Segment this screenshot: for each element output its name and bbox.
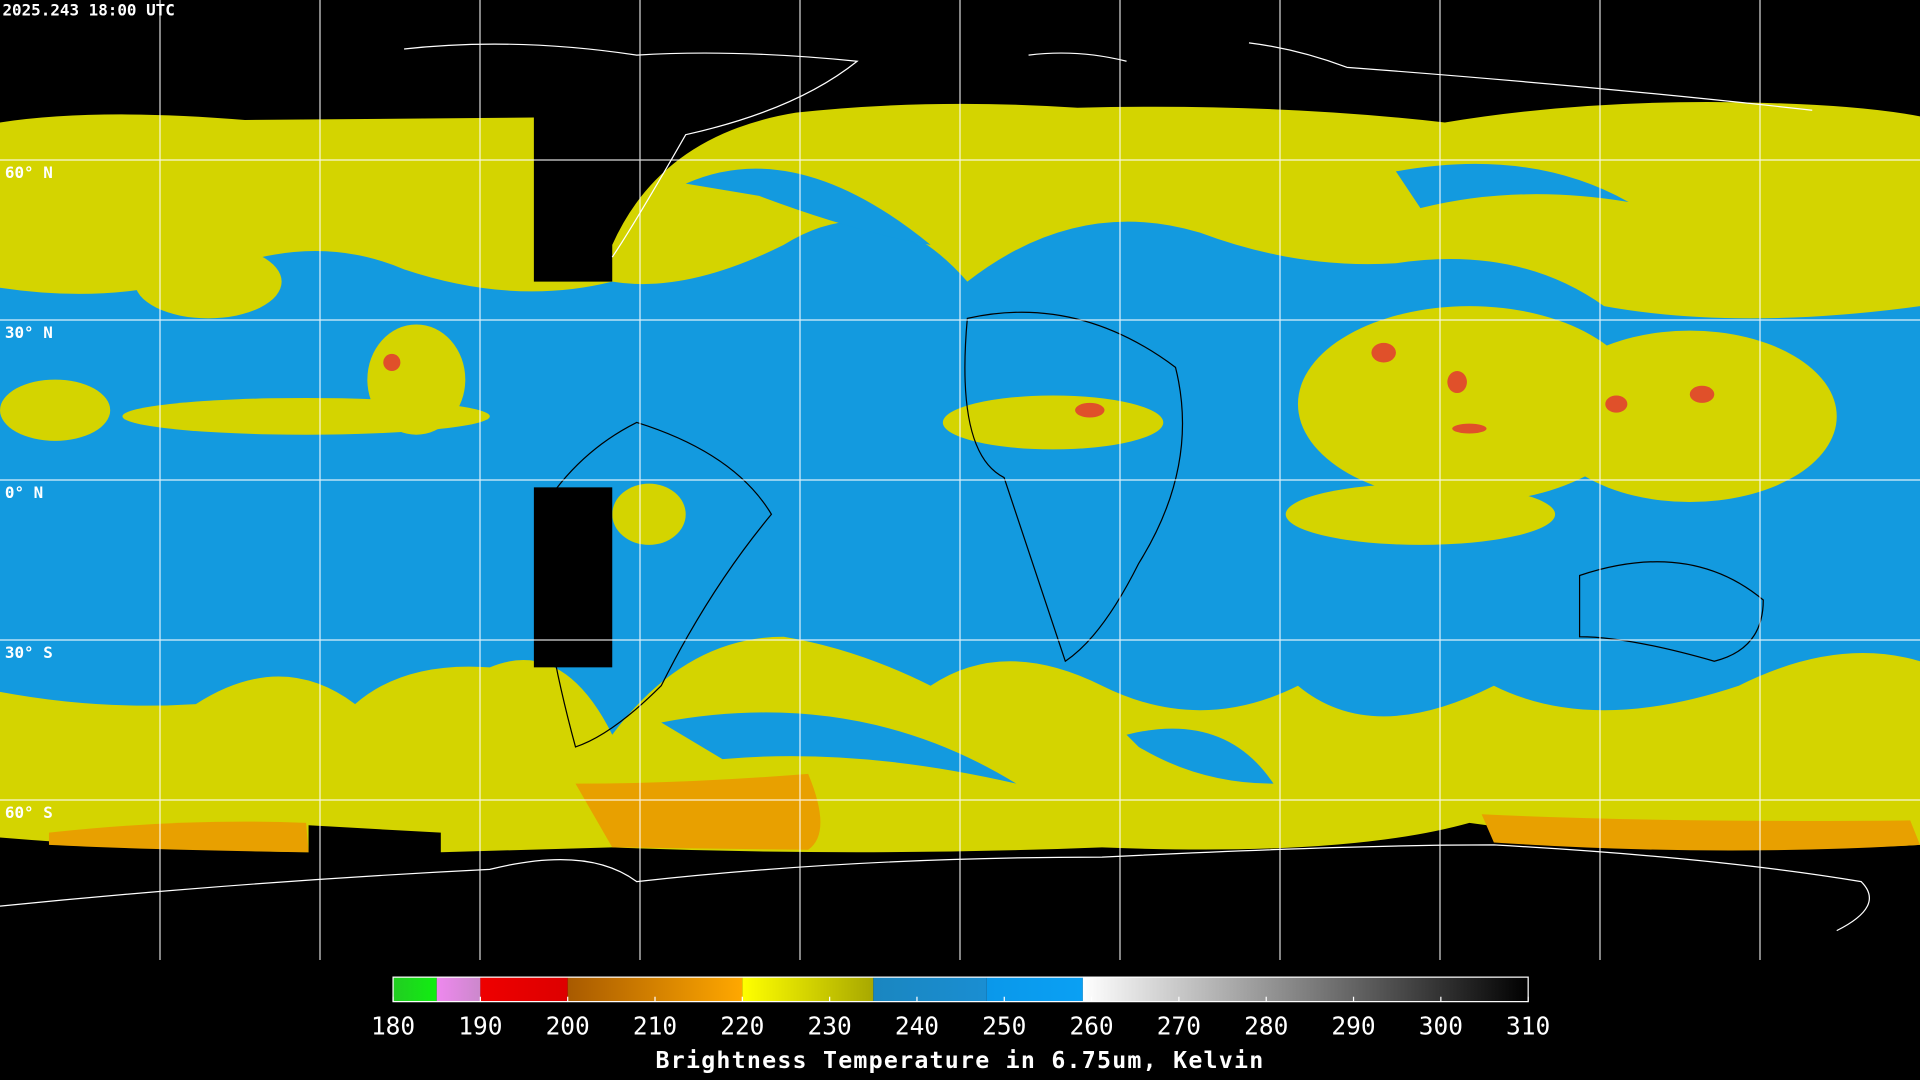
colorbar-segment	[873, 977, 987, 1002]
satellite-map	[0, 0, 1920, 960]
colorbar-tick-label: 290	[1331, 1011, 1375, 1040]
dry-streak	[1395, 163, 1629, 209]
colorbar-segment	[393, 977, 437, 1002]
colorbar-frame	[392, 976, 1529, 1003]
latitude-labels: 60° N 30° N 0° N 30° S 60° S	[5, 163, 53, 822]
colorbar-tick-label: 200	[546, 1011, 590, 1040]
cold-cloud-tops	[383, 342, 1715, 434]
colorbar-label: Brightness Temperature in 6.75um, Kelvin	[656, 1047, 1265, 1074]
latitude-label: 60° N	[5, 163, 53, 182]
latitude-label: 30° N	[5, 323, 53, 342]
colorbar: 180 190 200 210 220 230 240 250 260 270 280 290 300 3…	[371, 976, 1550, 1040]
colorbar-tick-label: 210	[633, 1011, 677, 1040]
colorbar-tick-label: 300	[1419, 1011, 1463, 1040]
dry-streak	[661, 712, 1017, 784]
colorbar-tick-label: 260	[1069, 1011, 1113, 1040]
latitude-label: 30° S	[5, 643, 53, 662]
coastlines	[0, 42, 1870, 932]
colorbar-tick-label: 230	[808, 1011, 852, 1040]
colorbar-tick-label: 310	[1506, 1011, 1550, 1040]
colorbar-segment	[986, 977, 1083, 1002]
dry-streak	[685, 168, 931, 245]
dry-streak	[1126, 728, 1274, 784]
colorbar-segment	[742, 977, 874, 1002]
colorbar-tick-label: 180	[371, 1011, 415, 1040]
latitude-label: 0° N	[5, 483, 43, 502]
colorbar-tick-label: 240	[895, 1011, 939, 1040]
colorbar-segment	[436, 977, 481, 1002]
colorbar-segment	[480, 977, 568, 1002]
colorbar-tick-label: 280	[1244, 1011, 1288, 1040]
colorbar-tick-label: 270	[1157, 1011, 1201, 1040]
colorbar-segment	[1082, 977, 1529, 1002]
timestamp: 2025.243 18:00 UTC	[2, 1, 174, 20]
colorbar-tick-label: 250	[982, 1011, 1026, 1040]
data-gap	[533, 487, 613, 668]
colorbar-tick-label: 220	[720, 1011, 764, 1040]
convection	[0, 244, 1837, 545]
graticule	[0, 0, 1920, 960]
latitude-label: 60° S	[5, 803, 53, 822]
cold-polar-zone	[48, 773, 1920, 853]
colorbar-tick-label: 190	[458, 1011, 502, 1040]
